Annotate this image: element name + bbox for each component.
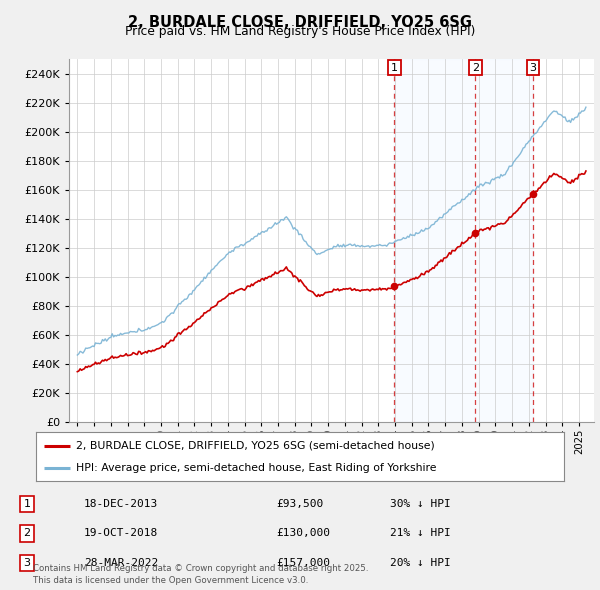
Text: Price paid vs. HM Land Registry's House Price Index (HPI): Price paid vs. HM Land Registry's House …	[125, 25, 475, 38]
Text: 3: 3	[23, 558, 31, 568]
Text: 19-OCT-2018: 19-OCT-2018	[84, 529, 158, 539]
Text: 1: 1	[391, 63, 398, 73]
Text: 1: 1	[23, 499, 31, 509]
Text: 3: 3	[529, 63, 536, 73]
Text: Contains HM Land Registry data © Crown copyright and database right 2025.
This d: Contains HM Land Registry data © Crown c…	[33, 565, 368, 585]
Bar	[394, 59, 533, 422]
Text: 2, BURDALE CLOSE, DRIFFIELD, YO25 6SG (semi-detached house): 2, BURDALE CLOSE, DRIFFIELD, YO25 6SG (s…	[76, 441, 434, 451]
Text: 2: 2	[472, 63, 479, 73]
Text: 30% ↓ HPI: 30% ↓ HPI	[390, 499, 451, 509]
Text: £93,500: £93,500	[276, 499, 323, 509]
Text: 28-MAR-2022: 28-MAR-2022	[84, 558, 158, 568]
Text: 18-DEC-2013: 18-DEC-2013	[84, 499, 158, 509]
Text: 2, BURDALE CLOSE, DRIFFIELD, YO25 6SG: 2, BURDALE CLOSE, DRIFFIELD, YO25 6SG	[128, 15, 472, 30]
Text: £130,000: £130,000	[276, 529, 330, 539]
Text: 2: 2	[23, 529, 31, 539]
Text: 21% ↓ HPI: 21% ↓ HPI	[390, 529, 451, 539]
Text: £157,000: £157,000	[276, 558, 330, 568]
Text: 20% ↓ HPI: 20% ↓ HPI	[390, 558, 451, 568]
Text: HPI: Average price, semi-detached house, East Riding of Yorkshire: HPI: Average price, semi-detached house,…	[76, 463, 436, 473]
